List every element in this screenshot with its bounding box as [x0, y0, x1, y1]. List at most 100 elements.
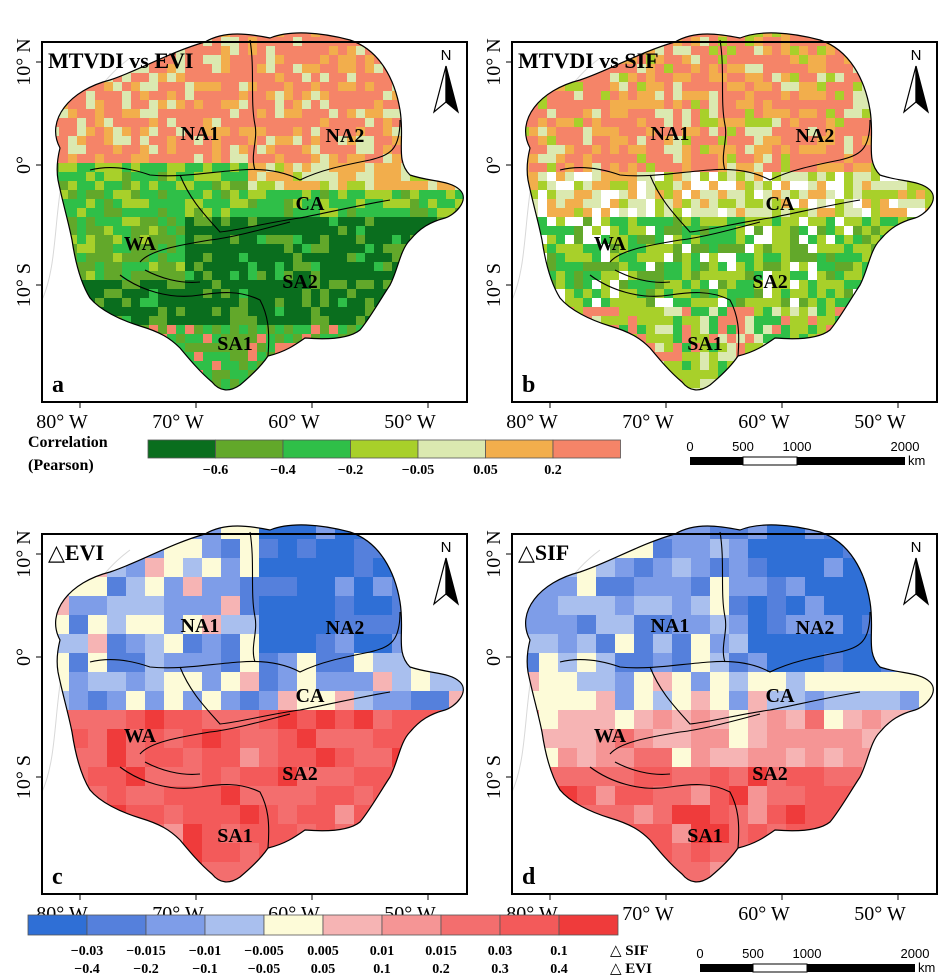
raster-cell [790, 127, 799, 136]
panel-title: △SIF [518, 540, 569, 565]
raster-cell [682, 73, 691, 82]
raster-cell [230, 154, 239, 163]
raster-cell [68, 298, 77, 307]
raster-cell [655, 73, 664, 82]
raster-cell [736, 235, 745, 244]
raster-cell [113, 136, 122, 145]
raster-cell [176, 298, 185, 307]
raster-cell [302, 154, 311, 163]
raster-cell [365, 217, 374, 226]
raster-cell [880, 145, 889, 154]
raster-cell [592, 154, 601, 163]
raster-cell [95, 127, 104, 136]
raster-cell [700, 136, 709, 145]
raster-cell [446, 190, 455, 199]
raster-cell [257, 181, 266, 190]
raster-cell [556, 154, 565, 163]
raster-cell [446, 235, 455, 244]
raster-cell [86, 361, 95, 370]
raster-cell [907, 154, 916, 163]
raster-cell [176, 109, 185, 118]
raster-cell [419, 181, 428, 190]
raster-cell [736, 226, 745, 235]
raster-cell [538, 352, 547, 361]
raster-cell [392, 109, 401, 118]
raster-cell [176, 388, 185, 390]
raster-cell [449, 805, 464, 824]
raster-cell [266, 316, 275, 325]
raster-cell [248, 307, 257, 316]
raster-cell [808, 208, 817, 217]
raster-cell [748, 843, 767, 862]
raster-cell [745, 64, 754, 73]
raster-cell [610, 352, 619, 361]
raster-cell [673, 316, 682, 325]
raster-cell [437, 352, 446, 361]
raster-cell [212, 145, 221, 154]
raster-cell [745, 163, 754, 172]
raster-cell [419, 64, 428, 73]
raster-cell [574, 190, 583, 199]
raster-cell [311, 172, 320, 181]
raster-cell [673, 352, 682, 361]
raster-cell [266, 379, 275, 388]
raster-cell [880, 352, 889, 361]
raster-cell [843, 577, 862, 596]
raster-cell [718, 127, 727, 136]
raster-cell [68, 343, 77, 352]
raster-cell [104, 199, 113, 208]
raster-cell [673, 334, 682, 343]
raster-cell [55, 100, 59, 109]
raster-cell [871, 334, 880, 343]
raster-cell [790, 253, 799, 262]
raster-cell [916, 271, 925, 280]
raster-cell [266, 343, 275, 352]
raster-cell [664, 289, 673, 298]
raster-cell [455, 55, 464, 64]
raster-cell [619, 325, 628, 334]
raster-cell [293, 55, 302, 64]
raster-cell [835, 100, 844, 109]
raster-cell [710, 805, 729, 824]
raster-cell [302, 271, 311, 280]
raster-cell [673, 280, 682, 289]
raster-cell [907, 118, 916, 127]
raster-cell [727, 154, 736, 163]
raster-cell [709, 271, 718, 280]
raster-cell [212, 271, 221, 280]
raster-cell [126, 558, 145, 577]
raster-cell [772, 145, 781, 154]
raster-cell [410, 118, 419, 127]
raster-cell [664, 100, 673, 109]
raster-cell [628, 298, 637, 307]
raster-cell [266, 217, 275, 226]
raster-cell [55, 316, 59, 325]
raster-cell [311, 73, 320, 82]
raster-cell [637, 280, 646, 289]
raster-cell [411, 558, 430, 577]
raster-cell [329, 91, 338, 100]
raster-cell [682, 298, 691, 307]
raster-cell [786, 805, 805, 824]
raster-cell [59, 154, 68, 163]
raster-cell [700, 334, 709, 343]
raster-cell [194, 217, 203, 226]
raster-cell [718, 118, 727, 127]
raster-cell [437, 334, 446, 343]
raster-cell [862, 805, 881, 824]
raster-cell [131, 109, 140, 118]
raster-cell [538, 208, 547, 217]
raster-cell [107, 596, 126, 615]
raster-cell [862, 181, 871, 190]
raster-cells [525, 32, 934, 390]
raster-cell [547, 343, 556, 352]
raster-cell [601, 181, 610, 190]
raster-cell [455, 271, 464, 280]
raster-cell [131, 244, 140, 253]
y-tick-label: 10° S [483, 263, 505, 307]
raster-cell [919, 710, 934, 729]
raster-cell [824, 824, 843, 843]
raster-cell [55, 217, 59, 226]
raster-cell [889, 127, 898, 136]
raster-cell [158, 32, 167, 37]
